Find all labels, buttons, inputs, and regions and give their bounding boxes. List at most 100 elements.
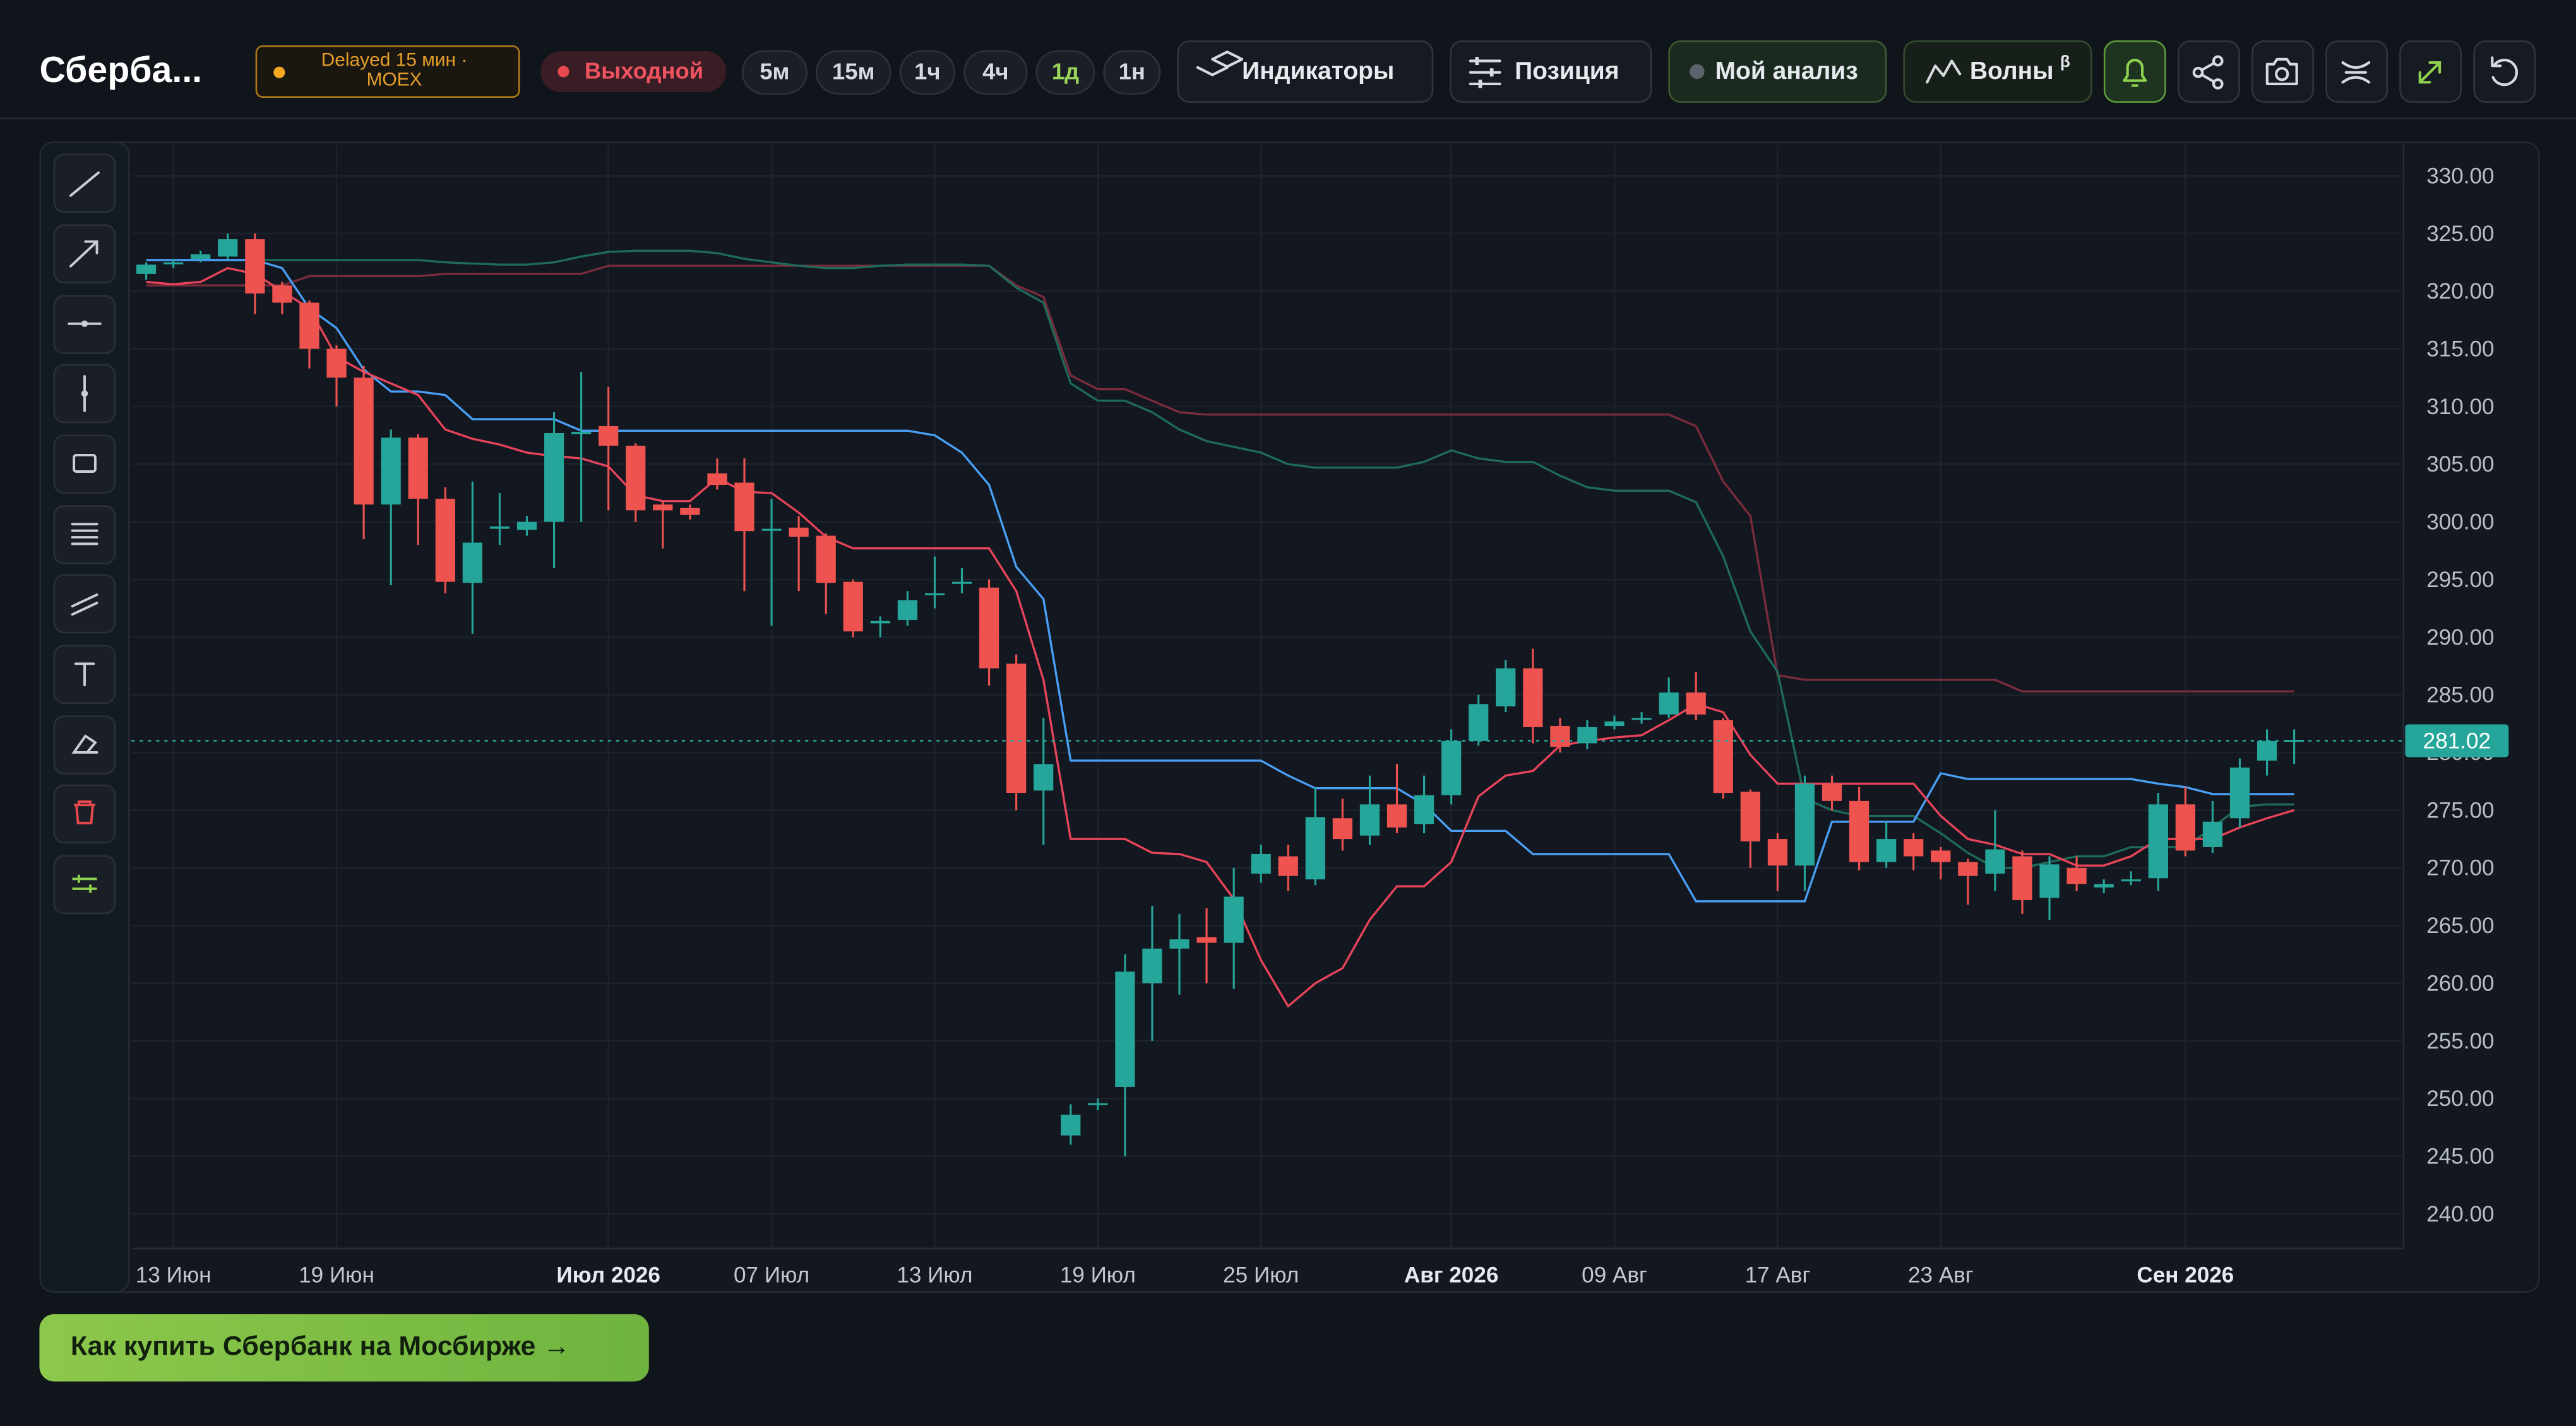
- candle-body: [1659, 692, 1679, 715]
- timeframe-pill[interactable]: [815, 50, 891, 95]
- tool-rect[interactable]: [53, 434, 116, 494]
- y-tick-label: 320.00: [2426, 279, 2494, 304]
- beta-mark: β: [2060, 52, 2070, 71]
- candle-body: [1224, 896, 1244, 943]
- y-tick-label: 250.00: [2426, 1086, 2494, 1111]
- button-label: Позиция: [1515, 57, 1619, 85]
- status-text: Выходной: [585, 57, 703, 83]
- tool-fib[interactable]: [53, 505, 116, 565]
- tool-channel[interactable]: [53, 574, 116, 634]
- my-analysis-button[interactable]: Мой анализ: [1668, 40, 1887, 103]
- status-dot: [558, 66, 569, 78]
- position-button[interactable]: Позиция: [1450, 40, 1652, 103]
- candle-body: [761, 528, 782, 531]
- compare-icon: [2341, 61, 2371, 84]
- timeframe-pill[interactable]: [1103, 50, 1161, 95]
- y-tick-label: 310.00: [2426, 395, 2494, 419]
- candle-body: [571, 432, 592, 434]
- share-node: [2212, 78, 2224, 90]
- button-frame[interactable]: [1668, 40, 1887, 103]
- candle-body: [408, 437, 428, 499]
- timeframe-pill[interactable]: [741, 50, 808, 95]
- indicator-line: [146, 259, 2294, 903]
- y-tick-label: 330.00: [2426, 163, 2494, 188]
- cta-button[interactable]: Как купить Сбербанк на Мосбирже →: [39, 1314, 649, 1382]
- x-tick-label: 19 Июл: [1060, 1263, 1136, 1287]
- cta-frame[interactable]: [39, 1314, 649, 1382]
- button-frame[interactable]: [2178, 40, 2240, 103]
- timeframe-pill[interactable]: [963, 50, 1028, 95]
- button-frame[interactable]: [1450, 40, 1652, 103]
- candle-body: [707, 473, 727, 485]
- button-frame[interactable]: [2103, 40, 2166, 103]
- snapshot-button[interactable]: [2251, 40, 2314, 103]
- y-tick-label: 315.00: [2426, 336, 2494, 361]
- candle-body: [1958, 862, 1978, 876]
- y-tick-label: 270.00: [2426, 856, 2494, 881]
- expand-icon: [2418, 61, 2442, 84]
- x-tick-label: Авг 2026: [1404, 1263, 1498, 1287]
- candle-body: [2121, 879, 2141, 882]
- x-tick-label: 19 Июн: [299, 1263, 374, 1287]
- tool-icon: [81, 390, 88, 397]
- timeframe-pill[interactable]: [1035, 50, 1095, 95]
- tool-settings[interactable]: [53, 855, 116, 915]
- candle-body: [1251, 853, 1271, 874]
- tool-icon: [69, 240, 98, 268]
- candle-body: [462, 542, 482, 583]
- alerts-button[interactable]: [2103, 40, 2166, 103]
- delay-dot: [273, 66, 285, 78]
- candle-body: [1740, 792, 1760, 841]
- layers-icon-lower: [1196, 66, 1229, 76]
- reset-button[interactable]: [2473, 40, 2536, 103]
- candle-body: [979, 587, 999, 668]
- candle-body: [789, 527, 809, 537]
- candle-body: [2175, 804, 2195, 851]
- timeframe-pill[interactable]: [899, 50, 956, 95]
- y-tick-label: 275.00: [2426, 798, 2494, 823]
- candle-body: [2012, 856, 2032, 900]
- timeframe-label: 5м: [760, 59, 789, 85]
- candle-body: [1441, 740, 1462, 795]
- candle-body: [924, 593, 945, 596]
- x-tick-label: 13 Июл: [897, 1263, 972, 1287]
- candle-body: [2257, 740, 2277, 761]
- waves-icon: [1926, 59, 1962, 84]
- candle-body: [1604, 721, 1625, 727]
- button-frame[interactable]: [2251, 40, 2314, 103]
- tool-icon: [81, 320, 88, 328]
- waves-button[interactable]: Волны β: [1903, 40, 2092, 103]
- candle-body: [1034, 764, 1054, 791]
- candle-body: [1169, 939, 1190, 949]
- ticker-title: Сберба...: [39, 50, 202, 90]
- indicators-button[interactable]: Индикаторы: [1177, 40, 1434, 103]
- candle-body: [1713, 720, 1733, 793]
- fullscreen-button[interactable]: [2399, 40, 2462, 103]
- candle-body: [870, 621, 890, 624]
- candle-body: [1006, 663, 1027, 793]
- candle-body: [653, 504, 673, 511]
- candle-body: [734, 482, 754, 532]
- camera-icon: [2265, 57, 2298, 85]
- button-frame[interactable]: [2473, 40, 2536, 103]
- x-tick-label: 13 Июн: [136, 1263, 212, 1287]
- indicator-line: [146, 249, 2294, 869]
- status-pill: [540, 51, 727, 92]
- delay-exchange: MOEX: [366, 69, 422, 90]
- button-frame[interactable]: [1903, 40, 2092, 103]
- tool-eraser[interactable]: [53, 715, 116, 775]
- share-node: [2192, 66, 2204, 78]
- candle-body: [1985, 849, 2005, 874]
- tool-icon: [72, 874, 97, 893]
- candle-body: [136, 264, 157, 274]
- candle-body: [1332, 818, 1352, 840]
- tool-delete[interactable]: [53, 784, 116, 844]
- compare-button[interactable]: [2325, 40, 2388, 103]
- share-button[interactable]: [2178, 40, 2240, 103]
- drawing-tools: [53, 153, 116, 915]
- candle-body: [1061, 1114, 1081, 1136]
- timeframe-label: 4ч: [982, 59, 1008, 85]
- x-tick-label: Сен 2026: [2137, 1263, 2234, 1287]
- button-frame[interactable]: [1177, 40, 1434, 103]
